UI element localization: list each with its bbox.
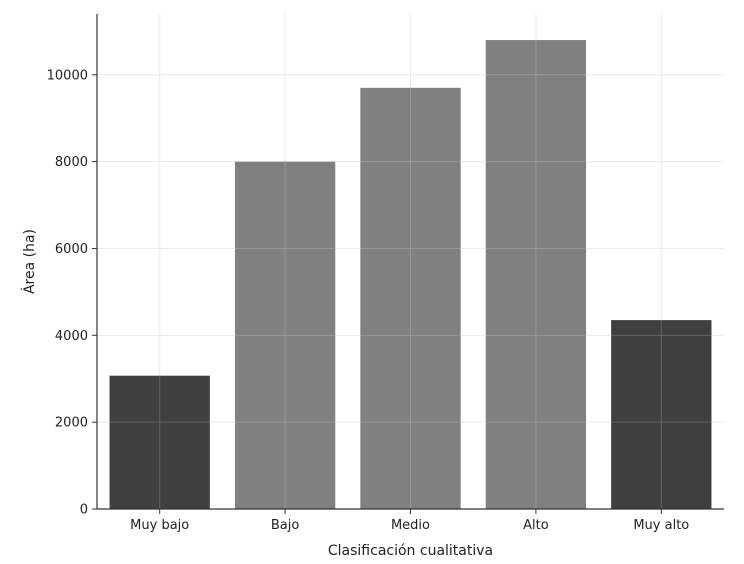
x-tick-label: Muy alto (633, 518, 689, 533)
bar-medio (360, 87, 461, 509)
y-tick-label: 4000 (55, 329, 88, 344)
bars-layer (97, 14, 724, 510)
bar-muy-alto (611, 320, 712, 509)
bar-alto (485, 40, 587, 509)
y-axis-title: Área (ha) (21, 229, 38, 294)
x-tick-label: Medio (391, 518, 430, 533)
x-tick-label: Muy bajo (130, 518, 189, 533)
y-tick-label: 8000 (55, 155, 88, 170)
y-ticks: 0 2000 4000 6000 8000 10000 (47, 68, 97, 518)
x-tick-label: Bajo (271, 518, 299, 533)
bar-bajo (234, 161, 336, 509)
y-tick-label: 2000 (55, 416, 88, 431)
grid-overlay (97, 14, 724, 510)
y-tick-label: 6000 (55, 242, 88, 257)
y-tick-label: 10000 (47, 68, 88, 83)
x-axis-title: Clasificación cualitativa (328, 543, 493, 559)
x-ticks: Muy bajo Bajo Medio Alto Muy alto (130, 509, 689, 533)
y-tick-label: 0 (80, 503, 88, 518)
bar-muy-bajo (109, 375, 210, 509)
x-tick-label: Alto (523, 518, 549, 533)
